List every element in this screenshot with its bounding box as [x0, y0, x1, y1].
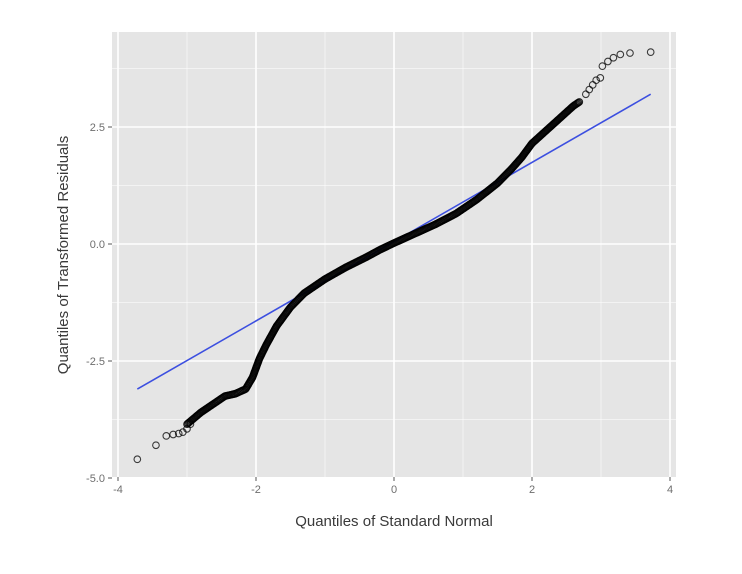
x-axis-title: Quantiles of Standard Normal [295, 513, 493, 530]
y-tick-label: 0.0 [90, 239, 105, 251]
data-point [574, 98, 583, 107]
y-tick-label: -5.0 [86, 473, 105, 485]
x-tick-label: -2 [251, 484, 261, 496]
data-point [596, 74, 605, 82]
data-point [162, 432, 171, 440]
x-axis-ticks: -4 -2 0 2 4 [113, 477, 673, 496]
data-point [609, 53, 618, 62]
data-points [133, 48, 655, 464]
data-point [616, 50, 625, 59]
data-point [604, 57, 612, 66]
y-tick-label: 2.5 [90, 122, 105, 134]
data-point [626, 49, 634, 57]
x-tick-label: 4 [667, 484, 673, 496]
x-tick-label: 0 [391, 484, 397, 496]
data-point [646, 48, 655, 56]
data-point [573, 99, 582, 108]
data-point [133, 455, 142, 464]
data-point [174, 429, 183, 438]
x-tick-label: -4 [113, 484, 123, 496]
y-axis-ticks: -5.0 -2.5 0.0 2.5 [86, 122, 112, 485]
data-point [186, 420, 195, 429]
y-axis-title: Quantiles of Transformed Residuals [55, 136, 72, 374]
data-point [575, 98, 584, 106]
data-point [598, 62, 607, 71]
x-tick-label: 2 [529, 484, 535, 496]
data-point [169, 430, 178, 439]
data-point [592, 76, 601, 85]
y-tick-label: -2.5 [86, 356, 105, 368]
data-point [152, 441, 160, 450]
